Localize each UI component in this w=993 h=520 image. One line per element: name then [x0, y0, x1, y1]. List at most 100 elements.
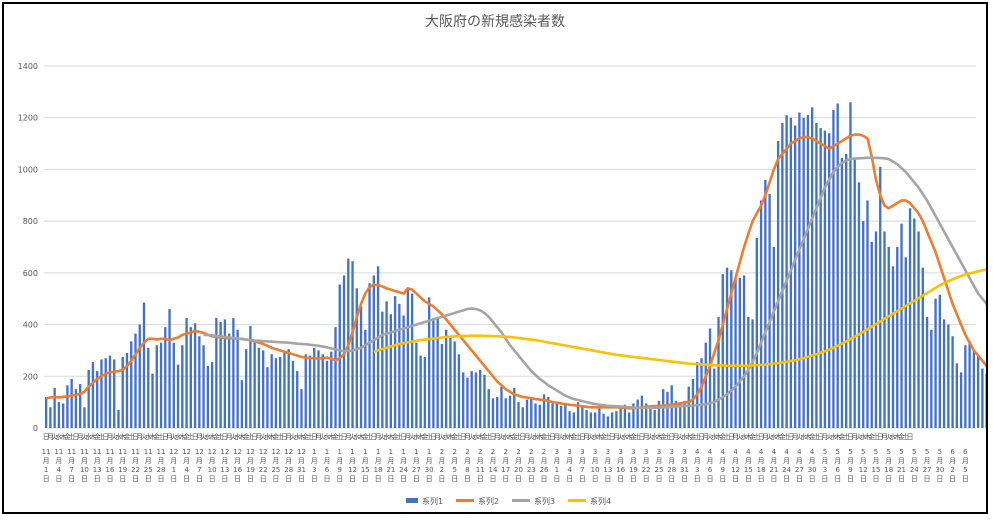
x-weekday-label: 木: [834, 432, 841, 441]
legend-item: 系列1: [406, 496, 443, 506]
x-date-label: 5 月 15 日: [872, 448, 881, 483]
x-weekday-label: 月: [345, 433, 352, 441]
legend-item: 系列2: [456, 496, 499, 506]
x-weekday-label: 月: [77, 433, 84, 441]
x-weekday-label: 水: [383, 432, 390, 441]
bar-series-1: [534, 403, 537, 428]
x-weekday-label: 土: [455, 432, 462, 441]
x-date-label: 11 月 19 日: [118, 448, 127, 483]
x-weekday-label: 土: [158, 432, 165, 441]
bar-series-1: [419, 355, 422, 428]
bar-series-1: [679, 403, 682, 428]
x-date-label: 12 月 22 日: [259, 448, 268, 483]
bar-series-1: [291, 360, 295, 428]
x-weekday-label: 金: [64, 432, 71, 441]
bar-series-1: [955, 363, 959, 428]
x-weekday-label: 日: [72, 433, 79, 441]
bar-series-1: [810, 107, 814, 428]
x-weekday-label: 月: [792, 433, 799, 441]
bar-series-1: [730, 270, 733, 428]
x-weekday-label: 水: [800, 432, 807, 441]
bar-series-1: [389, 314, 393, 428]
bar-series-1: [683, 400, 686, 428]
x-weekday-label: 火: [498, 433, 505, 441]
x-date-label: 12 月 28 日: [284, 448, 293, 483]
bar-series-1: [815, 122, 818, 428]
x-date-label: 3 月 16 日: [616, 448, 625, 483]
x-weekday-label: 火: [200, 433, 207, 441]
bar-series-1: [185, 318, 188, 428]
x-weekday-label: 木: [655, 432, 662, 441]
bar-series-1: [806, 115, 810, 428]
x-weekday-label: 金: [213, 432, 220, 441]
x-weekday-label: 金: [898, 432, 905, 441]
x-weekday-label: 日: [609, 433, 616, 441]
x-weekday-label: 月: [881, 433, 888, 441]
x-date-label: 11 月 22 日: [131, 448, 140, 483]
bar-series-1: [130, 341, 133, 428]
bar-series-1: [274, 358, 278, 428]
x-weekday-label: 金: [868, 432, 875, 441]
legend-label: 系列1: [422, 496, 443, 506]
x-date-label: 1 月 27 日: [412, 448, 421, 483]
x-weekday-label: 金: [183, 432, 190, 441]
bar-series-1: [87, 369, 90, 428]
bar-series-1: [266, 367, 269, 428]
x-date-label: 5 月 30 日: [935, 448, 944, 483]
bar-series-1: [57, 402, 61, 428]
x-date-label: 3 月 13 日: [603, 448, 612, 483]
x-axis-labels: 日月火水木金土日月火水木金土日月火水木金土日月火水木金土日月火水木金土日月火水木…: [42, 432, 969, 483]
bar-series-1: [415, 342, 418, 428]
x-date-label: 4 月 15 日: [744, 448, 753, 483]
x-weekday-label: 木: [626, 432, 633, 441]
x-weekday-label: 土: [485, 432, 492, 441]
x-weekday-label: 金: [511, 432, 518, 441]
bar-series-1: [879, 166, 882, 429]
x-weekday-label: 日: [43, 433, 50, 441]
x-weekday-label: 木: [477, 432, 484, 441]
x-weekday-label: 金: [689, 432, 696, 441]
x-weekday-label: 土: [247, 432, 254, 441]
x-weekday-label: 金: [392, 432, 399, 441]
x-date-label: 12 月 16 日: [233, 448, 242, 483]
bar-series-1: [917, 231, 920, 428]
bar-series-1: [725, 267, 729, 428]
x-date-label: 3 月 25 日: [654, 448, 663, 483]
x-weekday-label: 土: [426, 432, 433, 441]
x-weekday-label: 火: [528, 433, 535, 441]
x-weekday-label: 水: [472, 432, 479, 441]
bar-series-1: [232, 318, 235, 428]
x-weekday-label: 火: [587, 433, 594, 441]
bar-series-1: [427, 297, 431, 428]
bar-series-1: [155, 345, 158, 428]
x-weekday-label: 土: [396, 432, 403, 441]
x-weekday-label: 土: [68, 432, 75, 441]
bar-series-1: [610, 412, 614, 428]
y-tick-label: 400: [23, 321, 38, 330]
x-weekday-label: 日: [400, 433, 407, 441]
bar-series-1: [104, 358, 107, 428]
bar-series-1: [836, 103, 839, 428]
x-date-label: 3 月 10 日: [591, 448, 600, 483]
x-weekday-label: 月: [524, 433, 531, 441]
x-weekday-label: 日: [102, 433, 109, 441]
x-weekday-label: 日: [341, 433, 348, 441]
bar-series-1: [83, 407, 86, 428]
bar-series-1: [261, 350, 265, 428]
x-weekday-label: 金: [481, 432, 488, 441]
bar-series-1: [517, 402, 520, 428]
bar-series-1: [721, 274, 724, 428]
x-weekday-label: 金: [570, 432, 577, 441]
x-date-label: 2 月 20 日: [514, 448, 523, 483]
x-weekday-label: 火: [796, 433, 803, 441]
bar-series-1: [219, 321, 222, 428]
legend-label: 系列2: [478, 496, 499, 506]
bar-series-1: [334, 327, 337, 428]
x-date-label: 11 月 16 日: [106, 448, 115, 483]
x-weekday-label: 日: [698, 433, 705, 441]
chart-title: 大阪府の新規感染者数: [425, 13, 565, 30]
line-series-3: [203, 156, 993, 410]
x-weekday-label: 土: [98, 432, 105, 441]
